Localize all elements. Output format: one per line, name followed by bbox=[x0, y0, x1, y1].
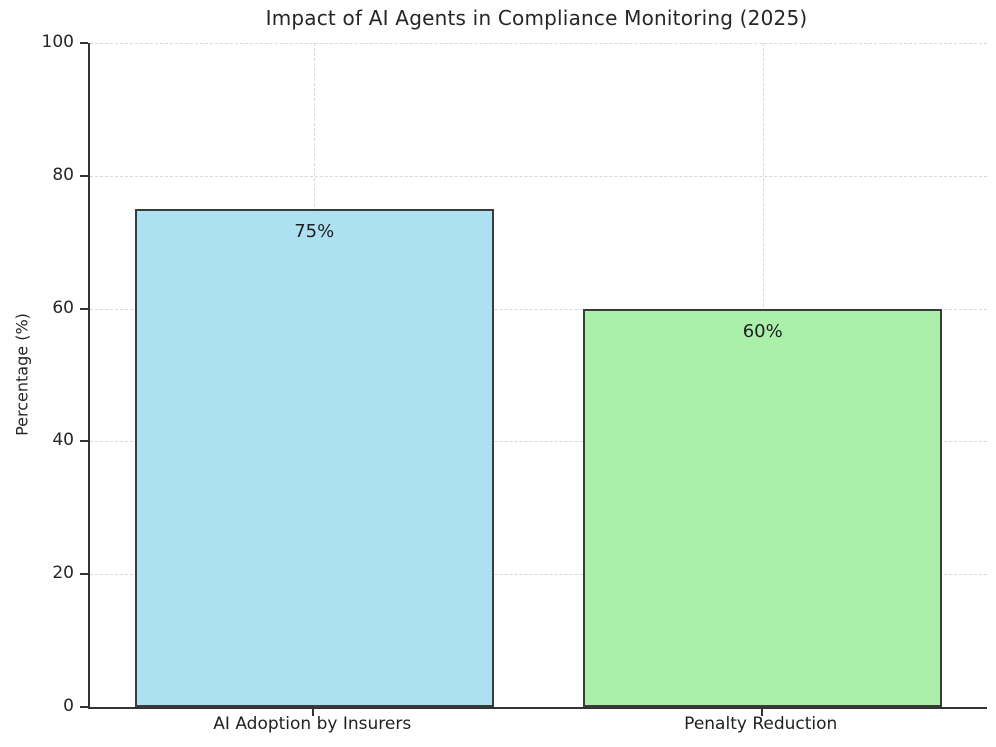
y-tick-label: 0 bbox=[63, 696, 74, 716]
h-gridline bbox=[90, 574, 987, 576]
bar-1: 75% bbox=[134, 209, 494, 707]
chart-title: Impact of AI Agents in Compliance Monito… bbox=[265, 6, 808, 30]
h-gridline bbox=[90, 308, 987, 310]
x-tick-mark bbox=[760, 709, 763, 716]
y-tick-label: 60 bbox=[52, 297, 74, 318]
x-tick-label: AI Adoption by Insurers bbox=[213, 714, 412, 734]
y-tick-mark bbox=[80, 307, 88, 310]
h-gridline bbox=[90, 43, 987, 44]
y-tick-mark bbox=[80, 573, 88, 576]
bar-value-label: 75% bbox=[294, 221, 335, 242]
y-tick-label: 100 bbox=[41, 32, 74, 52]
bar-2: 60% bbox=[583, 308, 943, 707]
y-tick-label: 80 bbox=[52, 164, 74, 185]
h-gridline bbox=[90, 441, 987, 443]
x-tick-label: Penalty Reduction bbox=[684, 714, 838, 734]
bar-value-label: 60% bbox=[742, 320, 783, 342]
plot-area: 75% 60% bbox=[88, 43, 987, 709]
h-gridline bbox=[90, 175, 987, 177]
y-tick-mark bbox=[80, 440, 88, 443]
y-tick-label: 40 bbox=[52, 430, 74, 451]
y-tick-label: 20 bbox=[52, 563, 74, 584]
x-tick-mark bbox=[312, 709, 315, 716]
y-tick-mark bbox=[80, 706, 88, 708]
y-tick-mark bbox=[80, 174, 88, 177]
y-tick-mark bbox=[80, 42, 88, 44]
